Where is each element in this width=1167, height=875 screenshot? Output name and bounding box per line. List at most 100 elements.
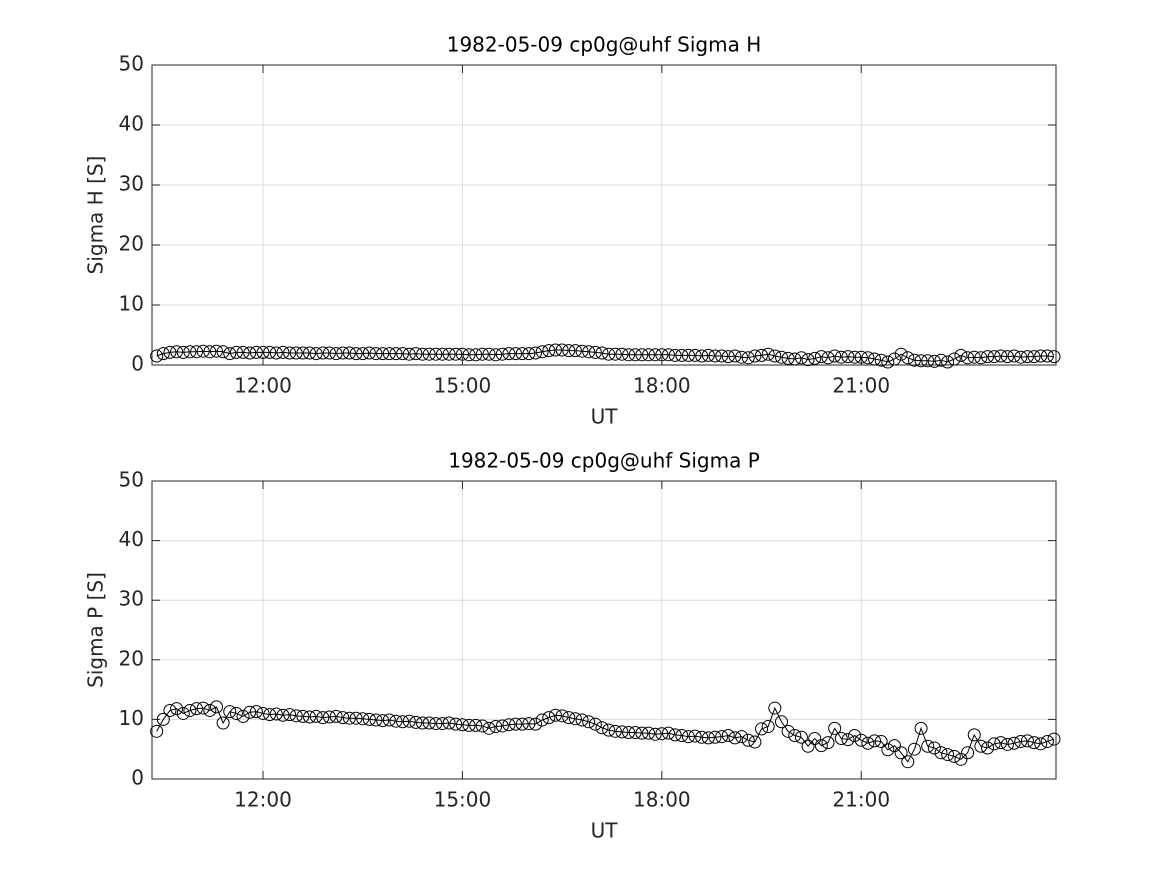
data-point bbox=[1020, 350, 1034, 364]
data-point bbox=[595, 346, 609, 360]
data-point bbox=[934, 353, 948, 367]
data-point bbox=[661, 726, 675, 740]
data-point bbox=[828, 721, 842, 735]
x-axis-label: UT bbox=[591, 819, 619, 843]
x-tick-label: 15:00 bbox=[434, 788, 492, 812]
data-point bbox=[635, 726, 649, 740]
data-point bbox=[263, 708, 277, 722]
data-point bbox=[768, 701, 782, 715]
data-point bbox=[608, 724, 622, 738]
data-point bbox=[1034, 737, 1048, 751]
data-point bbox=[615, 725, 629, 739]
data-point bbox=[548, 708, 562, 722]
data-point bbox=[808, 351, 822, 365]
data-point bbox=[322, 346, 336, 360]
data-point bbox=[622, 348, 636, 362]
data-point bbox=[342, 711, 356, 725]
data-point bbox=[901, 351, 915, 365]
data-point bbox=[748, 349, 762, 363]
y-tick-label: 10 bbox=[119, 706, 144, 730]
data-point bbox=[788, 352, 802, 366]
data-point bbox=[196, 344, 210, 358]
data-point bbox=[967, 728, 981, 742]
data-point bbox=[449, 347, 463, 361]
x-axis-label: UT bbox=[591, 405, 619, 429]
data-point bbox=[176, 345, 190, 359]
data-point bbox=[628, 726, 642, 740]
data-point bbox=[1007, 349, 1021, 363]
data-point bbox=[668, 728, 682, 742]
data-point bbox=[475, 347, 489, 361]
data-point bbox=[941, 748, 955, 762]
data-point bbox=[256, 706, 270, 720]
data-point bbox=[190, 702, 204, 716]
data-point bbox=[661, 348, 675, 362]
data-point bbox=[615, 347, 629, 361]
data-point bbox=[442, 716, 456, 730]
data-point bbox=[469, 348, 483, 362]
data-point bbox=[854, 733, 868, 747]
data-point bbox=[336, 346, 350, 360]
data-point bbox=[728, 731, 742, 745]
y-tick-label: 0 bbox=[131, 766, 144, 790]
x-tick-label: 21:00 bbox=[832, 788, 890, 812]
y-tick-label: 20 bbox=[119, 232, 144, 256]
data-point bbox=[329, 709, 343, 723]
data-point bbox=[881, 355, 895, 369]
data-point bbox=[183, 345, 197, 359]
data-point bbox=[987, 350, 1001, 364]
data-point bbox=[522, 347, 536, 361]
data-point bbox=[289, 346, 303, 360]
data-point bbox=[502, 718, 516, 732]
data-point bbox=[342, 346, 356, 360]
data-point bbox=[216, 345, 230, 359]
data-point bbox=[608, 347, 622, 361]
data-point bbox=[848, 728, 862, 742]
data-point bbox=[156, 712, 170, 726]
data-point bbox=[921, 354, 935, 368]
data-point bbox=[229, 706, 243, 720]
data-point bbox=[974, 739, 988, 753]
data-point bbox=[495, 347, 509, 361]
data-point bbox=[216, 716, 230, 730]
data-point bbox=[828, 349, 842, 363]
data-point bbox=[894, 746, 908, 760]
data-point bbox=[150, 724, 164, 738]
data-point bbox=[755, 348, 769, 362]
data-point bbox=[967, 350, 981, 364]
y-tick-label: 50 bbox=[119, 468, 144, 492]
data-point bbox=[190, 345, 204, 359]
data-point bbox=[1027, 350, 1041, 364]
data-point bbox=[455, 718, 469, 732]
data-point bbox=[396, 347, 410, 361]
data-point bbox=[1040, 734, 1054, 748]
y-axis-label: Sigma H [S] bbox=[84, 156, 108, 275]
data-point bbox=[954, 752, 968, 766]
data-point bbox=[834, 731, 848, 745]
x-tick-label: 18:00 bbox=[633, 374, 691, 398]
data-point bbox=[462, 348, 476, 362]
data-point bbox=[887, 739, 901, 753]
data-point bbox=[1047, 732, 1061, 746]
data-point bbox=[356, 347, 370, 361]
data-point bbox=[868, 352, 882, 366]
data-point bbox=[774, 715, 788, 729]
data-point bbox=[1040, 349, 1054, 363]
data-point bbox=[269, 346, 283, 360]
data-point bbox=[868, 734, 882, 748]
data-point bbox=[715, 349, 729, 363]
y-tick-label: 30 bbox=[119, 172, 144, 196]
data-point bbox=[907, 353, 921, 367]
data-point bbox=[389, 347, 403, 361]
data-point bbox=[562, 344, 576, 358]
data-point bbox=[542, 344, 556, 358]
data-point bbox=[602, 723, 616, 737]
data-point bbox=[296, 346, 310, 360]
data-point bbox=[774, 350, 788, 364]
data-point bbox=[362, 346, 376, 360]
data-point bbox=[329, 347, 343, 361]
data-point bbox=[203, 345, 217, 359]
data-point bbox=[981, 741, 995, 755]
data-point bbox=[376, 347, 390, 361]
